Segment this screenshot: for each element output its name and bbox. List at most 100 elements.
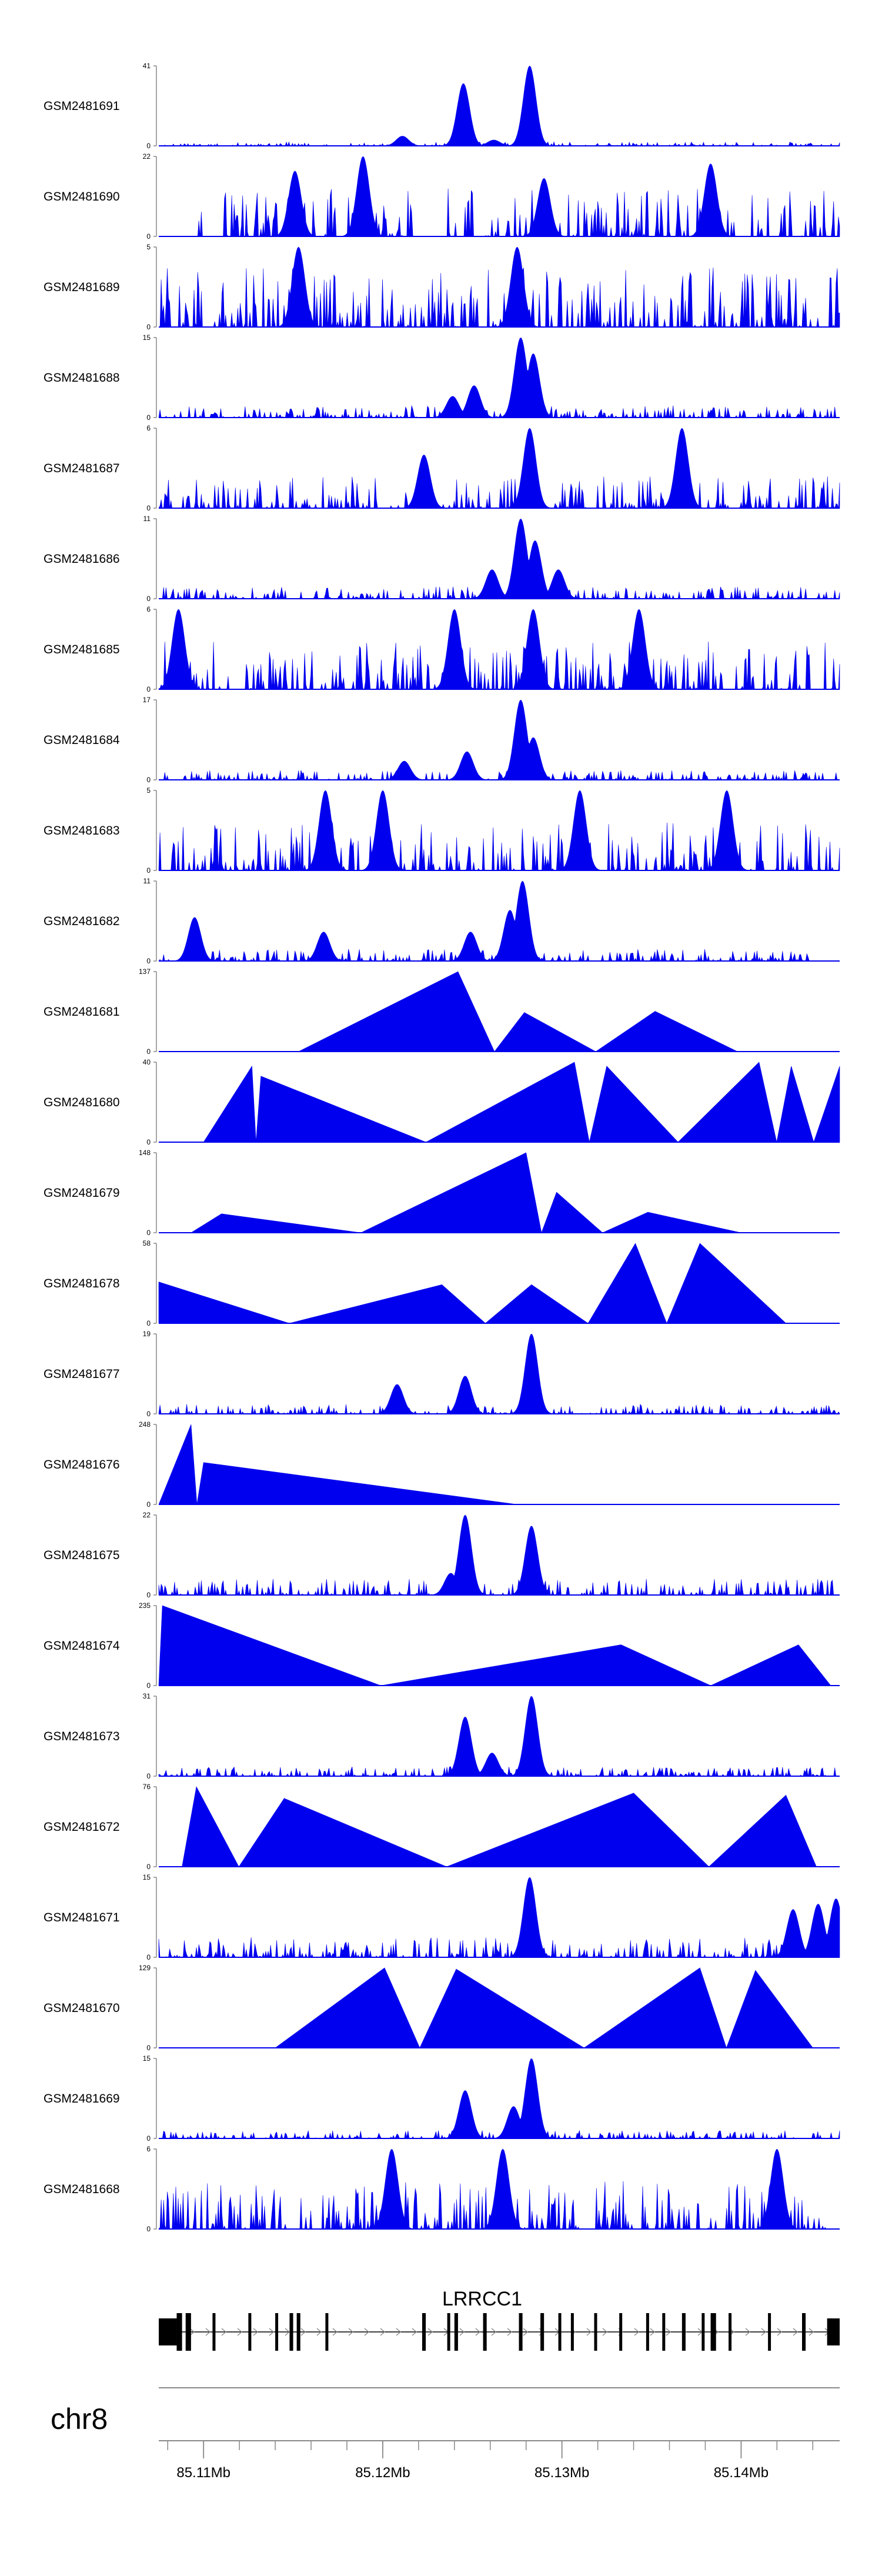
y-zero-label: 0 xyxy=(146,232,151,241)
coverage-area xyxy=(190,1152,741,1234)
track-label: GSM2481682 xyxy=(44,915,120,928)
exon xyxy=(447,2313,450,2351)
strand-arrow xyxy=(602,2328,608,2336)
exon xyxy=(558,2313,562,2351)
strand-arrow xyxy=(237,2328,243,2336)
track-GSM2481674: GSM2481674 235 0 xyxy=(44,1601,840,1690)
y-zero-label: 0 xyxy=(146,413,151,422)
y-max-label: 19 xyxy=(143,1330,151,1338)
track-label: GSM2481676 xyxy=(44,1458,120,1471)
track-label: GSM2481671 xyxy=(44,1911,120,1924)
y-zero-label: 0 xyxy=(146,1863,151,1871)
coverage-area xyxy=(159,65,840,146)
coverage-area xyxy=(158,790,840,871)
strand-arrow xyxy=(586,2328,592,2336)
track-GSM2481681: GSM2481681 137 0 xyxy=(44,967,840,1056)
exon xyxy=(570,2313,574,2351)
coverage-area xyxy=(158,880,840,962)
track-GSM2481668: GSM2481668 6 0 xyxy=(44,2145,840,2233)
exon xyxy=(454,2313,458,2351)
y-zero-label: 0 xyxy=(146,142,151,150)
genome-axis: chr8 85.11Mb 85.12Mb 85.13Mb 85.14Mb xyxy=(51,2387,840,2481)
coverage-area xyxy=(182,1786,817,1867)
track-GSM2481685: GSM2481685 6 0 xyxy=(44,605,840,693)
track-GSM2481679: GSM2481679 148 0 xyxy=(44,1149,840,1237)
coverage-area xyxy=(159,699,840,781)
strand-arrow xyxy=(269,2328,275,2336)
track-label: GSM2481675 xyxy=(44,1549,120,1562)
y-zero-label: 0 xyxy=(146,1772,151,1780)
y-max-label: 235 xyxy=(139,1601,151,1610)
y-zero-label: 0 xyxy=(146,1410,151,1418)
y-max-label: 15 xyxy=(143,1873,151,1881)
track-label: GSM2481683 xyxy=(44,824,120,837)
strand-arrow xyxy=(285,2328,290,2336)
chromosome-label: chr8 xyxy=(51,2403,108,2435)
exon xyxy=(662,2313,666,2351)
exon xyxy=(802,2313,806,2351)
y-max-label: 11 xyxy=(143,877,151,885)
exon xyxy=(422,2313,426,2351)
track-GSM2481676: GSM2481676 248 0 xyxy=(44,1420,840,1509)
exon xyxy=(710,2313,716,2351)
strand-arrow xyxy=(300,2328,306,2336)
track-GSM2481675: GSM2481675 22 0 xyxy=(44,1511,840,1599)
y-zero-label: 0 xyxy=(146,957,151,965)
strand-arrow xyxy=(634,2328,640,2336)
track-GSM2481673: GSM2481673 31 0 xyxy=(44,1692,840,1780)
y-zero-label: 0 xyxy=(146,323,151,331)
coverage-area xyxy=(275,1967,813,2048)
track-GSM2481690: GSM2481690 22 0 xyxy=(44,152,840,241)
coverage-area xyxy=(158,1605,831,1686)
strand-arrow xyxy=(650,2328,656,2336)
y-max-label: 41 xyxy=(143,62,151,70)
track-label: GSM2481677 xyxy=(44,1367,120,1381)
y-zero-label: 0 xyxy=(146,595,151,603)
y-max-label: 17 xyxy=(143,696,151,704)
track-GSM2481684: GSM2481684 17 0 xyxy=(44,696,840,784)
exon xyxy=(619,2313,623,2351)
strand-arrow xyxy=(189,2328,195,2336)
strand-arrow xyxy=(396,2328,402,2336)
track-GSM2481670: GSM2481670 129 0 xyxy=(44,1964,840,2052)
strand-arrow xyxy=(745,2328,751,2336)
strand-arrow xyxy=(777,2328,783,2336)
y-max-label: 5 xyxy=(146,243,151,251)
coverage-area xyxy=(158,337,840,419)
track-label: GSM2481690 xyxy=(44,190,120,203)
coverage-area xyxy=(158,428,840,509)
exon xyxy=(159,2318,177,2345)
track-GSM2481672: GSM2481672 76 0 xyxy=(44,1783,840,1871)
strand-arrow xyxy=(221,2328,227,2336)
track-label: GSM2481680 xyxy=(44,1096,120,1109)
track-label: GSM2481674 xyxy=(44,1639,120,1653)
strand-arrow xyxy=(459,2328,465,2336)
tick-label: 85.11Mb xyxy=(176,2465,230,2481)
tick-label: 85.14Mb xyxy=(714,2465,769,2481)
exon xyxy=(248,2313,252,2351)
coverage-area xyxy=(298,971,738,1052)
y-max-label: 6 xyxy=(146,2145,151,2153)
track-label: GSM2481672 xyxy=(44,1820,120,1834)
coverage-area xyxy=(158,609,840,690)
strand-arrow xyxy=(364,2328,370,2336)
coverage-area xyxy=(158,1334,840,1415)
exon xyxy=(185,2313,191,2351)
gene-track: LRRCC1 xyxy=(159,2288,840,2351)
strand-arrow xyxy=(332,2328,338,2336)
strand-arrow xyxy=(380,2328,386,2336)
y-zero-label: 0 xyxy=(146,1500,151,1509)
strand-arrow xyxy=(507,2328,513,2336)
coverage-area xyxy=(159,156,840,237)
track-label: GSM2481688 xyxy=(44,371,120,385)
track-GSM2481678: GSM2481678 58 0 xyxy=(44,1239,840,1327)
gene-exons xyxy=(159,2313,840,2351)
strand-arrow xyxy=(412,2328,417,2336)
axis-ticks: 85.11Mb 85.12Mb 85.13Mb 85.14Mb xyxy=(167,2441,814,2481)
y-max-label: 22 xyxy=(143,1511,151,1519)
exon xyxy=(483,2313,487,2351)
y-max-label: 148 xyxy=(139,1149,151,1157)
exon xyxy=(212,2313,216,2351)
track-label: GSM2481685 xyxy=(44,643,120,656)
coverage-area xyxy=(158,1424,517,1505)
